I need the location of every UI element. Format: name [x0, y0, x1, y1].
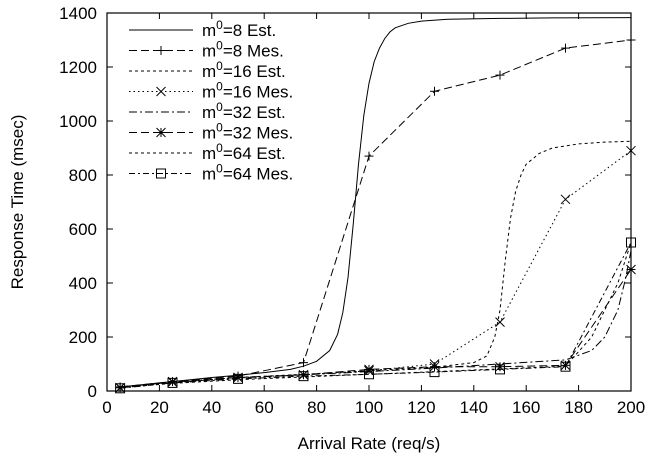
series-layer — [115, 17, 636, 394]
legend-label-4: m0=32 Est. — [202, 100, 286, 122]
series-line-0 — [120, 17, 631, 388]
data-point-plus — [626, 35, 636, 45]
data-point-cross — [495, 317, 505, 328]
data-point-plus — [430, 86, 439, 96]
data-point-square — [626, 237, 636, 248]
series-line-2 — [120, 140, 631, 388]
legend-label-1: m0=8 Mes. — [202, 39, 284, 61]
legend-label-7: m0=64 Mes. — [202, 162, 293, 184]
data-point-square — [429, 367, 440, 378]
data-point-plus — [156, 46, 166, 55]
legend-label-3: m0=16 Mes. — [202, 80, 293, 102]
data-point-square — [298, 371, 309, 382]
y-tick-label: 1000 — [59, 112, 97, 131]
x-tick-label: 120 — [407, 398, 435, 417]
series-line-3 — [120, 150, 631, 389]
data-point-square — [167, 377, 178, 388]
x-tick-label: 160 — [512, 398, 540, 417]
y-tick-label: 1400 — [59, 4, 97, 23]
data-point-star — [626, 264, 636, 275]
y-tick-label: 0 — [88, 382, 97, 401]
legend-label-6: m0=64 Est. — [202, 141, 286, 163]
x-tick-label: 200 — [617, 398, 645, 417]
x-tick-label: 180 — [564, 398, 592, 417]
y-tick-label: 1200 — [59, 58, 97, 77]
data-point-cross — [560, 194, 571, 205]
legend-label-5: m0=32 Mes. — [202, 121, 293, 143]
series-line-5 — [120, 269, 631, 389]
data-point-square — [115, 383, 126, 394]
y-tick-label: 800 — [69, 166, 97, 185]
data-point-plus — [495, 70, 505, 80]
x-tick-label: 100 — [355, 398, 383, 417]
plot-frame — [106, 12, 632, 392]
data-point-cross — [156, 86, 166, 97]
y-tick-label: 400 — [69, 274, 97, 293]
data-point-square — [495, 364, 505, 375]
x-tick-label: 0 — [102, 398, 111, 417]
x-axis-label: Arrival Rate (req/s) — [298, 434, 441, 453]
data-point-square — [364, 369, 374, 380]
x-tick-label: 20 — [150, 398, 169, 417]
legend: m0=8 Est.m0=8 Mes.m0=16 Est.m0=16 Mes.m0… — [129, 18, 293, 184]
data-point-star — [156, 127, 166, 138]
axis-ticks: 0 20 40 60 80 100 120 140 160 180 200 0 200 400 600 800… — [59, 4, 645, 417]
data-point-plus — [364, 151, 374, 161]
y-tick-label: 200 — [69, 328, 97, 347]
y-tick-label: 600 — [69, 220, 97, 239]
y-axis-label: Response Time (msec) — [8, 115, 27, 290]
x-tick-label: 60 — [255, 398, 274, 417]
x-tick-label: 140 — [460, 398, 488, 417]
data-point-plus — [299, 358, 308, 368]
data-point-star — [429, 361, 440, 372]
data-point-square — [560, 361, 571, 372]
data-point-square — [156, 168, 166, 179]
x-tick-label: 40 — [202, 398, 221, 417]
series-line-1 — [120, 39, 631, 388]
legend-label-2: m0=16 Est. — [202, 59, 286, 81]
data-point-cross — [626, 145, 636, 156]
x-tick-label: 80 — [307, 398, 326, 417]
data-point-square — [233, 373, 243, 384]
legend-label-0: m0=8 Est. — [202, 18, 276, 40]
data-point-plus — [561, 43, 570, 53]
series-line-7 — [120, 242, 631, 389]
